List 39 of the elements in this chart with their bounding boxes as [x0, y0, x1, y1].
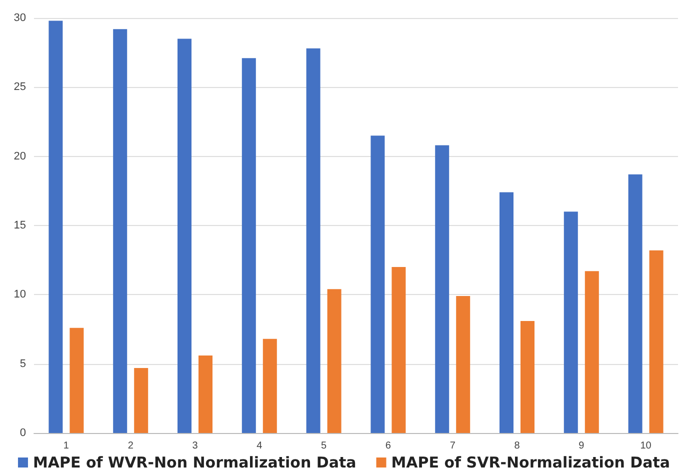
bar: [435, 145, 450, 433]
x-tick-label: 2: [128, 440, 134, 452]
bar: [198, 356, 212, 433]
bar: [306, 48, 320, 433]
bar: [262, 338, 277, 433]
bar: [178, 38, 192, 433]
bar: [70, 328, 84, 433]
legend-label: MAPE of SVR-Normalization Data: [391, 454, 670, 472]
bar: [134, 368, 148, 433]
bar: [456, 296, 470, 433]
x-tick-label: 10: [640, 440, 652, 452]
x-tick-label: 8: [514, 440, 520, 452]
x-tick-label: 7: [450, 440, 456, 452]
x-tick-label: 6: [385, 440, 392, 452]
y-tick-label: 20: [14, 150, 26, 162]
bar: [242, 58, 256, 433]
y-tick-label: 15: [14, 220, 26, 232]
x-tick-label: 5: [321, 440, 328, 452]
x-tick-label: 9: [578, 440, 585, 452]
bar: [370, 136, 385, 433]
y-tick-label: 0: [20, 427, 26, 439]
x-tick-label: 1: [63, 440, 70, 452]
bar: [649, 250, 664, 433]
bar: [564, 212, 578, 433]
y-tick-label: 30: [14, 12, 26, 24]
y-tick-label: 5: [20, 358, 26, 370]
x-tick-label: 4: [256, 440, 263, 452]
bar: [113, 29, 128, 433]
bar: [500, 192, 514, 433]
y-tick-label: 10: [14, 288, 26, 301]
bar: [327, 289, 342, 433]
bar: [392, 267, 406, 433]
bar: [628, 174, 642, 433]
legend-label: MAPE of WVR-Non Normalization Data: [32, 454, 356, 472]
bar: [48, 20, 63, 433]
bar: [520, 320, 534, 433]
x-tick-label: 3: [192, 440, 198, 452]
y-tick-label: 25: [14, 81, 26, 94]
bar: [584, 271, 599, 433]
